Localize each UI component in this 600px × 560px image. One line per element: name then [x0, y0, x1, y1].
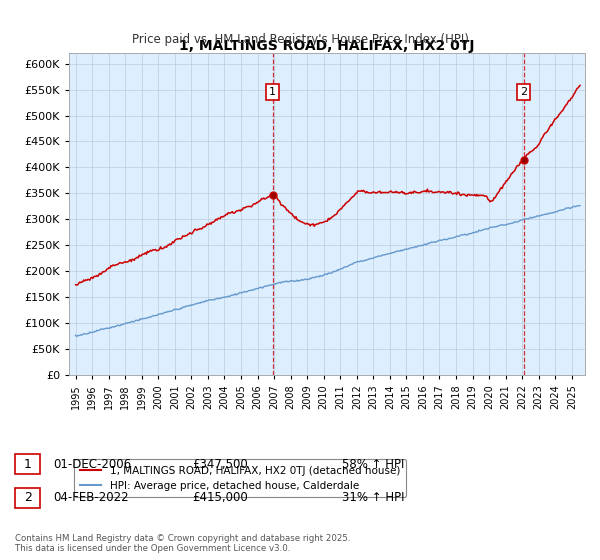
Text: 04-FEB-2022: 04-FEB-2022 — [53, 491, 128, 505]
Text: 1: 1 — [269, 87, 276, 97]
Text: Contains HM Land Registry data © Crown copyright and database right 2025.
This d: Contains HM Land Registry data © Crown c… — [15, 534, 350, 553]
Title: 1, MALTINGS ROAD, HALIFAX, HX2 0TJ: 1, MALTINGS ROAD, HALIFAX, HX2 0TJ — [179, 39, 475, 53]
Text: 58% ↑ HPI: 58% ↑ HPI — [342, 458, 404, 471]
Legend: 1, MALTINGS ROAD, HALIFAX, HX2 0TJ (detached house), HPI: Average price, detache: 1, MALTINGS ROAD, HALIFAX, HX2 0TJ (deta… — [74, 459, 406, 497]
Text: 01-DEC-2006: 01-DEC-2006 — [53, 458, 131, 471]
Text: 1: 1 — [23, 458, 32, 471]
Text: 31% ↑ HPI: 31% ↑ HPI — [342, 491, 404, 505]
Text: £347,500: £347,500 — [192, 458, 248, 471]
Text: 2: 2 — [520, 87, 527, 97]
Text: 2: 2 — [23, 491, 32, 505]
Text: Price paid vs. HM Land Registry's House Price Index (HPI): Price paid vs. HM Land Registry's House … — [131, 33, 469, 46]
Text: £415,000: £415,000 — [192, 491, 248, 505]
